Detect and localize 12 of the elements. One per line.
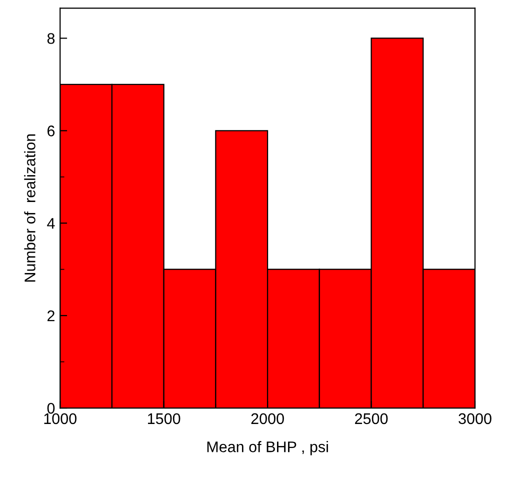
y-axis-title: Number of realization bbox=[24, 134, 36, 282]
y-tick-label: 6 bbox=[48, 126, 55, 136]
y-tick-label: 8 bbox=[47, 33, 55, 44]
x-tick-label: 1000 bbox=[44, 413, 76, 424]
y-tick-label: 0 bbox=[47, 402, 55, 414]
y-tick-label: 2 bbox=[48, 310, 54, 322]
y-tick-label: 4 bbox=[47, 218, 55, 229]
x-axis-title: Mean of BHP , psi bbox=[207, 441, 328, 456]
x-tick-label: 3000 bbox=[458, 413, 492, 424]
x-tick-label: 2000 bbox=[251, 413, 284, 424]
x-tick-label: 1500 bbox=[148, 413, 180, 424]
x-tick-label: 2500 bbox=[355, 413, 388, 424]
